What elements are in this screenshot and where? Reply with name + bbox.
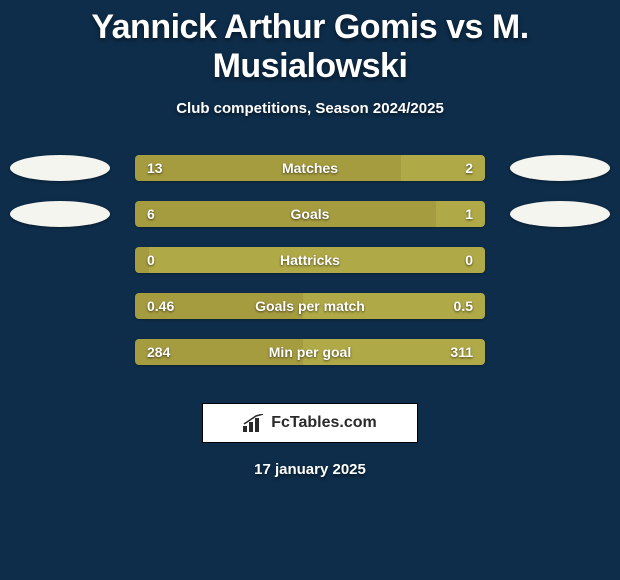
team-badge-right [510,155,610,181]
stat-value-left: 0.46 [147,298,174,314]
brand-box: FcTables.com [202,403,418,443]
stat-bar: Matches 13 2 [135,155,485,181]
stats-area: Matches 13 2 Goals 6 1 Hattricks 0 0 Goals per ma… [0,155,620,385]
stat-value-right: 1 [465,206,473,222]
stat-row: Matches 13 2 [0,155,620,181]
subtitle: Club competitions, Season 2024/2025 [176,100,444,117]
date-text: 17 january 2025 [254,461,366,478]
stat-label: Hattricks [280,252,340,268]
stat-bar: Goals 6 1 [135,201,485,227]
chart-icon [243,414,265,432]
stat-bar: Min per goal 284 311 [135,339,485,365]
stat-value-right: 0.5 [454,298,473,314]
stat-value-right: 2 [465,160,473,176]
stat-value-left: 0 [147,252,155,268]
stat-bar: Goals per match 0.46 0.5 [135,293,485,319]
stat-value-left: 6 [147,206,155,222]
stat-row: Hattricks 0 0 [0,247,620,273]
stat-label: Goals [291,206,330,222]
stat-value-left: 13 [147,160,163,176]
stat-label: Goals per match [255,298,365,314]
stat-row: Goals 6 1 [0,201,620,227]
stat-value-right: 311 [450,344,473,360]
bar-segment-left [135,201,436,227]
stat-value-left: 284 [147,344,170,360]
stat-row: Goals per match 0.46 0.5 [0,293,620,319]
stat-row: Min per goal 284 311 [0,339,620,365]
stat-label: Min per goal [269,344,351,360]
brand-text: FcTables.com [271,414,377,432]
stat-value-right: 0 [465,252,473,268]
bar-segment-left [135,155,401,181]
stat-label: Matches [282,160,338,176]
team-badge-left [10,201,110,227]
comparison-infographic: Yannick Arthur Gomis vs M. Musialowski C… [0,0,620,580]
team-badge-left [10,155,110,181]
stat-bar: Hattricks 0 0 [135,247,485,273]
page-title: Yannick Arthur Gomis vs M. Musialowski [0,8,620,86]
team-badge-right [510,201,610,227]
bar-segment-right [436,201,485,227]
